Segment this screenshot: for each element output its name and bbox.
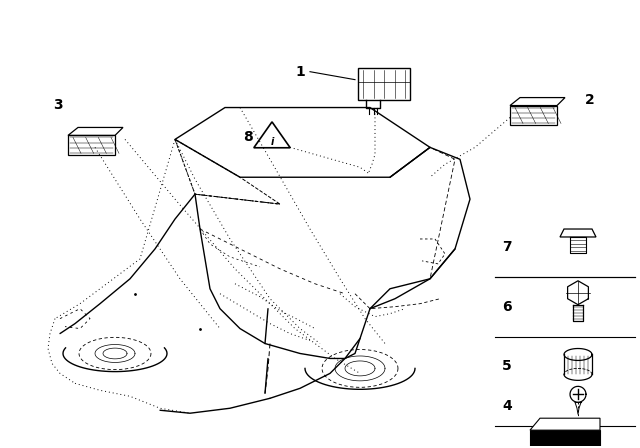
Text: 1: 1: [295, 65, 305, 79]
Text: 7: 7: [502, 240, 512, 254]
Text: 4: 4: [502, 399, 512, 413]
Text: 2: 2: [585, 93, 595, 107]
Bar: [358, 68, 410, 99]
Text: 3: 3: [53, 98, 63, 112]
Text: 5: 5: [502, 359, 512, 374]
Text: 00192307: 00192307: [545, 437, 595, 447]
Bar: [530, 430, 600, 448]
Text: 6: 6: [502, 300, 512, 314]
Text: i: i: [270, 138, 274, 147]
Polygon shape: [530, 418, 600, 430]
Text: 8: 8: [243, 130, 253, 144]
